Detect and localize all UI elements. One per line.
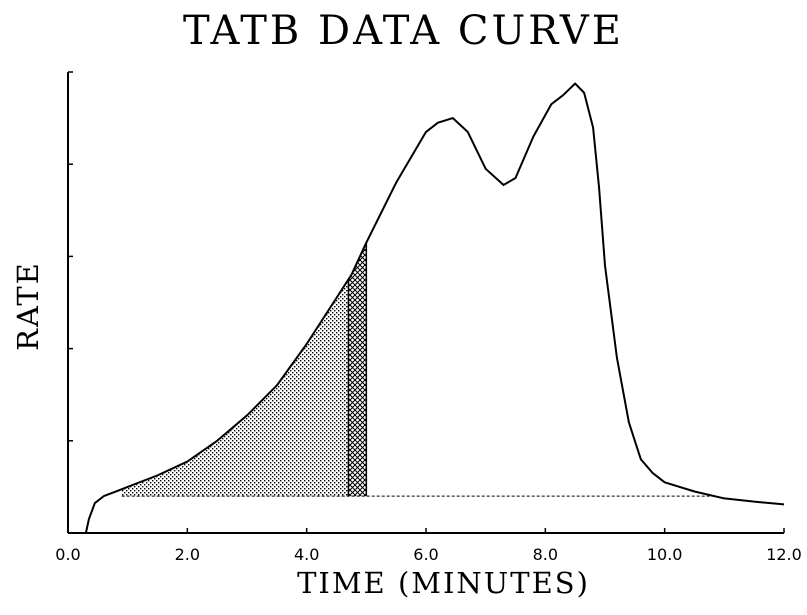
data-curve (84, 82, 785, 534)
x-axis-label: TIME (MINUTES) (297, 566, 590, 600)
x-tick-label: 8.0 (533, 545, 558, 564)
y-axis-label: RATE (11, 261, 45, 351)
x-tick-label: 0.0 (55, 545, 80, 564)
x-tick-label: 4.0 (294, 545, 319, 564)
x-tick-label: 10.0 (647, 545, 683, 564)
plot-area: 0.0 2.0 4.0 6.0 8.0 10.0 12.0 (55, 71, 802, 564)
shaded-area (121, 279, 349, 497)
x-tick-label: 6.0 (413, 545, 438, 564)
chart-title: TATB DATA CURVE (183, 8, 624, 54)
x-tick-label: 2.0 (175, 545, 200, 564)
x-tick-label: 12.0 (766, 545, 802, 564)
crosshatch-area (348, 242, 367, 497)
